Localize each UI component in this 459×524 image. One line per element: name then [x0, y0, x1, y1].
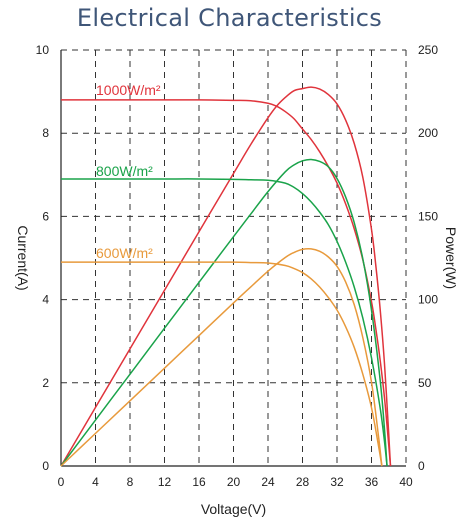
legend-label-600w-m: 600W/m²	[96, 245, 153, 261]
y-left-tick-label: 4	[42, 293, 49, 307]
legend-label-1000w-m: 1000W/m²	[96, 82, 161, 98]
y-left-tick-label: 6	[42, 209, 49, 223]
series-600w-m-current-line	[60, 261, 383, 467]
y-left-tick-label: 8	[42, 126, 49, 140]
x-tick-label: 32	[330, 475, 344, 489]
y-right-tick-label: 150	[418, 209, 438, 223]
series-800w-m-current-line	[61, 178, 388, 467]
y-axis-left-label: Current(A)	[15, 225, 31, 290]
x-tick-label: 16	[192, 475, 206, 489]
x-tick-label: 8	[127, 475, 134, 489]
series-800w-m-power-line	[60, 158, 388, 467]
x-tick-label: 36	[365, 475, 379, 489]
legend: 1000W/m² 800W/m² 600W/m²	[96, 82, 161, 261]
x-tick-label: 24	[261, 475, 275, 489]
y-left-tick-label: 10	[36, 43, 50, 57]
x-tick-label: 4	[92, 475, 99, 489]
y-right-tick-label: 50	[418, 376, 432, 390]
chart-title: Electrical Characteristics	[76, 4, 383, 32]
series-1000w-m-power-line	[60, 86, 392, 467]
y-right-tick-label: 0	[418, 459, 425, 473]
x-tick-label: 12	[158, 475, 172, 489]
x-axis-label: Voltage(V)	[201, 501, 266, 517]
y-left-tick-label: 2	[42, 376, 49, 390]
x-tick-label: 0	[58, 475, 65, 489]
x-tick-label: 28	[296, 475, 310, 489]
series-1000w-m-current-line	[61, 99, 392, 467]
grid	[61, 50, 406, 466]
x-tick-label: 40	[399, 475, 413, 489]
y-right-tick-label: 200	[418, 126, 438, 140]
y-axis-right-label: Power(W)	[443, 227, 459, 289]
y-right-tick-label: 100	[418, 293, 438, 307]
ticks: 0 4 8 12 16 20 24 28 32 36 40024681005010015020025…	[36, 43, 439, 489]
y-left-tick-label: 0	[42, 459, 49, 473]
axes	[60, 49, 407, 467]
series-layer	[60, 86, 392, 467]
series-600w-m-power-line	[60, 247, 383, 467]
x-tick-label: 20	[227, 475, 241, 489]
y-right-tick-label: 250	[418, 43, 438, 57]
legend-label-800w-m: 800W/m²	[96, 163, 153, 179]
